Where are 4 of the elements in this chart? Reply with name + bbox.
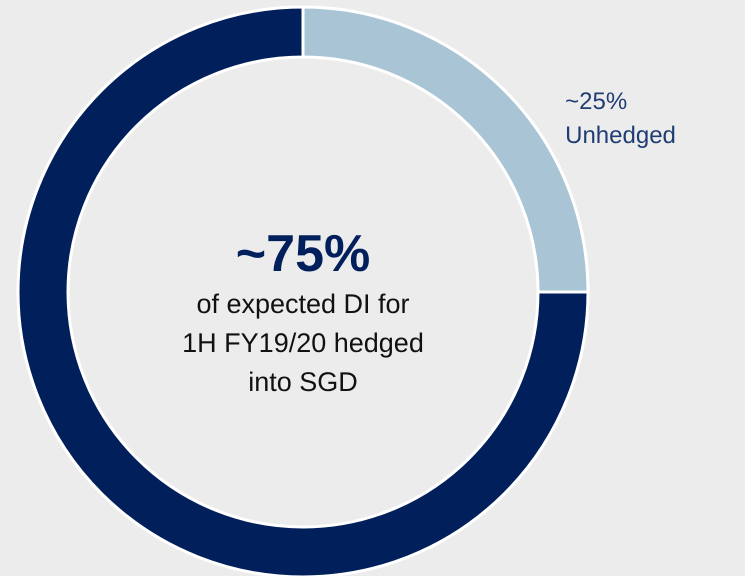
data-label: ~25% bbox=[565, 88, 628, 115]
text: of expected DI for 1H FY19/20 hedged into SGD bbox=[182, 289, 424, 397]
data-label: ~75% bbox=[236, 225, 370, 283]
slice-label: Unhedged bbox=[565, 122, 676, 149]
